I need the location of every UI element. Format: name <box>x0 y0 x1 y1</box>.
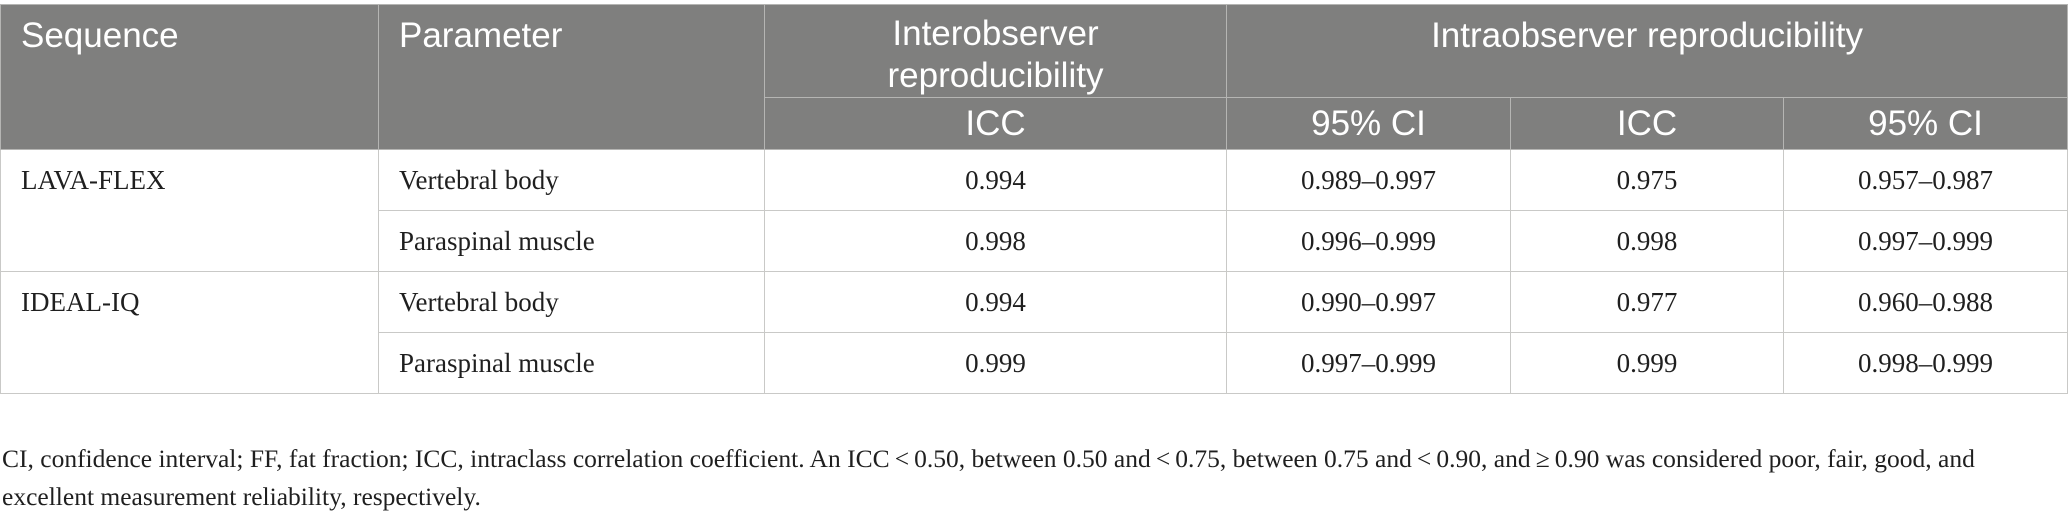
parameter-cell: Vertebral body <box>378 149 765 211</box>
value-cell: 0.994 <box>764 149 1227 211</box>
sequence-cell: IDEAL-IQ <box>0 271 379 394</box>
sequence-cell: LAVA-FLEX <box>0 149 379 272</box>
header-sub-ci-intra: 95% CI <box>1782 97 2068 150</box>
header-parameter: Parameter <box>378 4 765 150</box>
table-footnote: CI, confidence interval; FF, fat fractio… <box>2 444 1975 511</box>
value-cell: 0.975 <box>1510 149 1784 211</box>
header-row-1: Sequence Parameter Interobserver reprodu… <box>0 4 2068 150</box>
value-cell: 0.996–0.999 <box>1226 210 1511 272</box>
value-cell: 0.990–0.997 <box>1226 271 1511 333</box>
value-cell: 0.997–0.999 <box>1782 210 2068 272</box>
value-cell: 0.997–0.999 <box>1226 332 1511 394</box>
value-cell: 0.960–0.988 <box>1782 271 2068 333</box>
value-cell: 0.998 <box>1510 210 1784 272</box>
parameter-cell: Paraspinal muscle <box>378 332 765 394</box>
reproducibility-table: Sequence Parameter Interobserver reprodu… <box>0 4 2068 394</box>
header-intraobserver: Intraobserver reproducibility <box>1225 4 2068 98</box>
header-row-2: ICC 95% CI ICC 95% CI <box>1 97 2068 150</box>
header-sub-icc-intra: ICC <box>1510 97 1784 150</box>
value-cell: 0.977 <box>1510 271 1784 333</box>
table-row: Paraspinal muscle 0.998 0.996–0.999 0.99… <box>1 210 2068 272</box>
value-cell: 0.994 <box>764 271 1227 333</box>
table-row: IDEAL-IQ Vertebral body 0.994 0.990–0.99… <box>0 271 2068 394</box>
header-sub-icc-inter: ICC <box>764 97 1227 150</box>
value-cell: 0.998–0.999 <box>1782 332 2068 394</box>
value-cell: 0.999 <box>764 332 1227 394</box>
table-row: Paraspinal muscle 0.999 0.997–0.999 0.99… <box>1 332 2068 394</box>
value-cell: 0.957–0.987 <box>1782 149 2068 211</box>
header-sub-ci-inter: 95% CI <box>1226 97 1511 150</box>
value-cell: 0.989–0.997 <box>1226 149 1511 211</box>
value-cell: 0.999 <box>1510 332 1784 394</box>
header-sequence: Sequence <box>0 4 379 150</box>
table-row: LAVA-FLEX Vertebral body 0.994 0.989–0.9… <box>0 149 2068 272</box>
value-cell: 0.998 <box>764 210 1227 272</box>
parameter-cell: Vertebral body <box>378 271 765 333</box>
parameter-cell: Paraspinal muscle <box>378 210 765 272</box>
results-table-container: Sequence Parameter Interobserver reprodu… <box>0 4 2068 394</box>
header-interobserver: Interobserver reproducibility <box>764 4 1227 98</box>
